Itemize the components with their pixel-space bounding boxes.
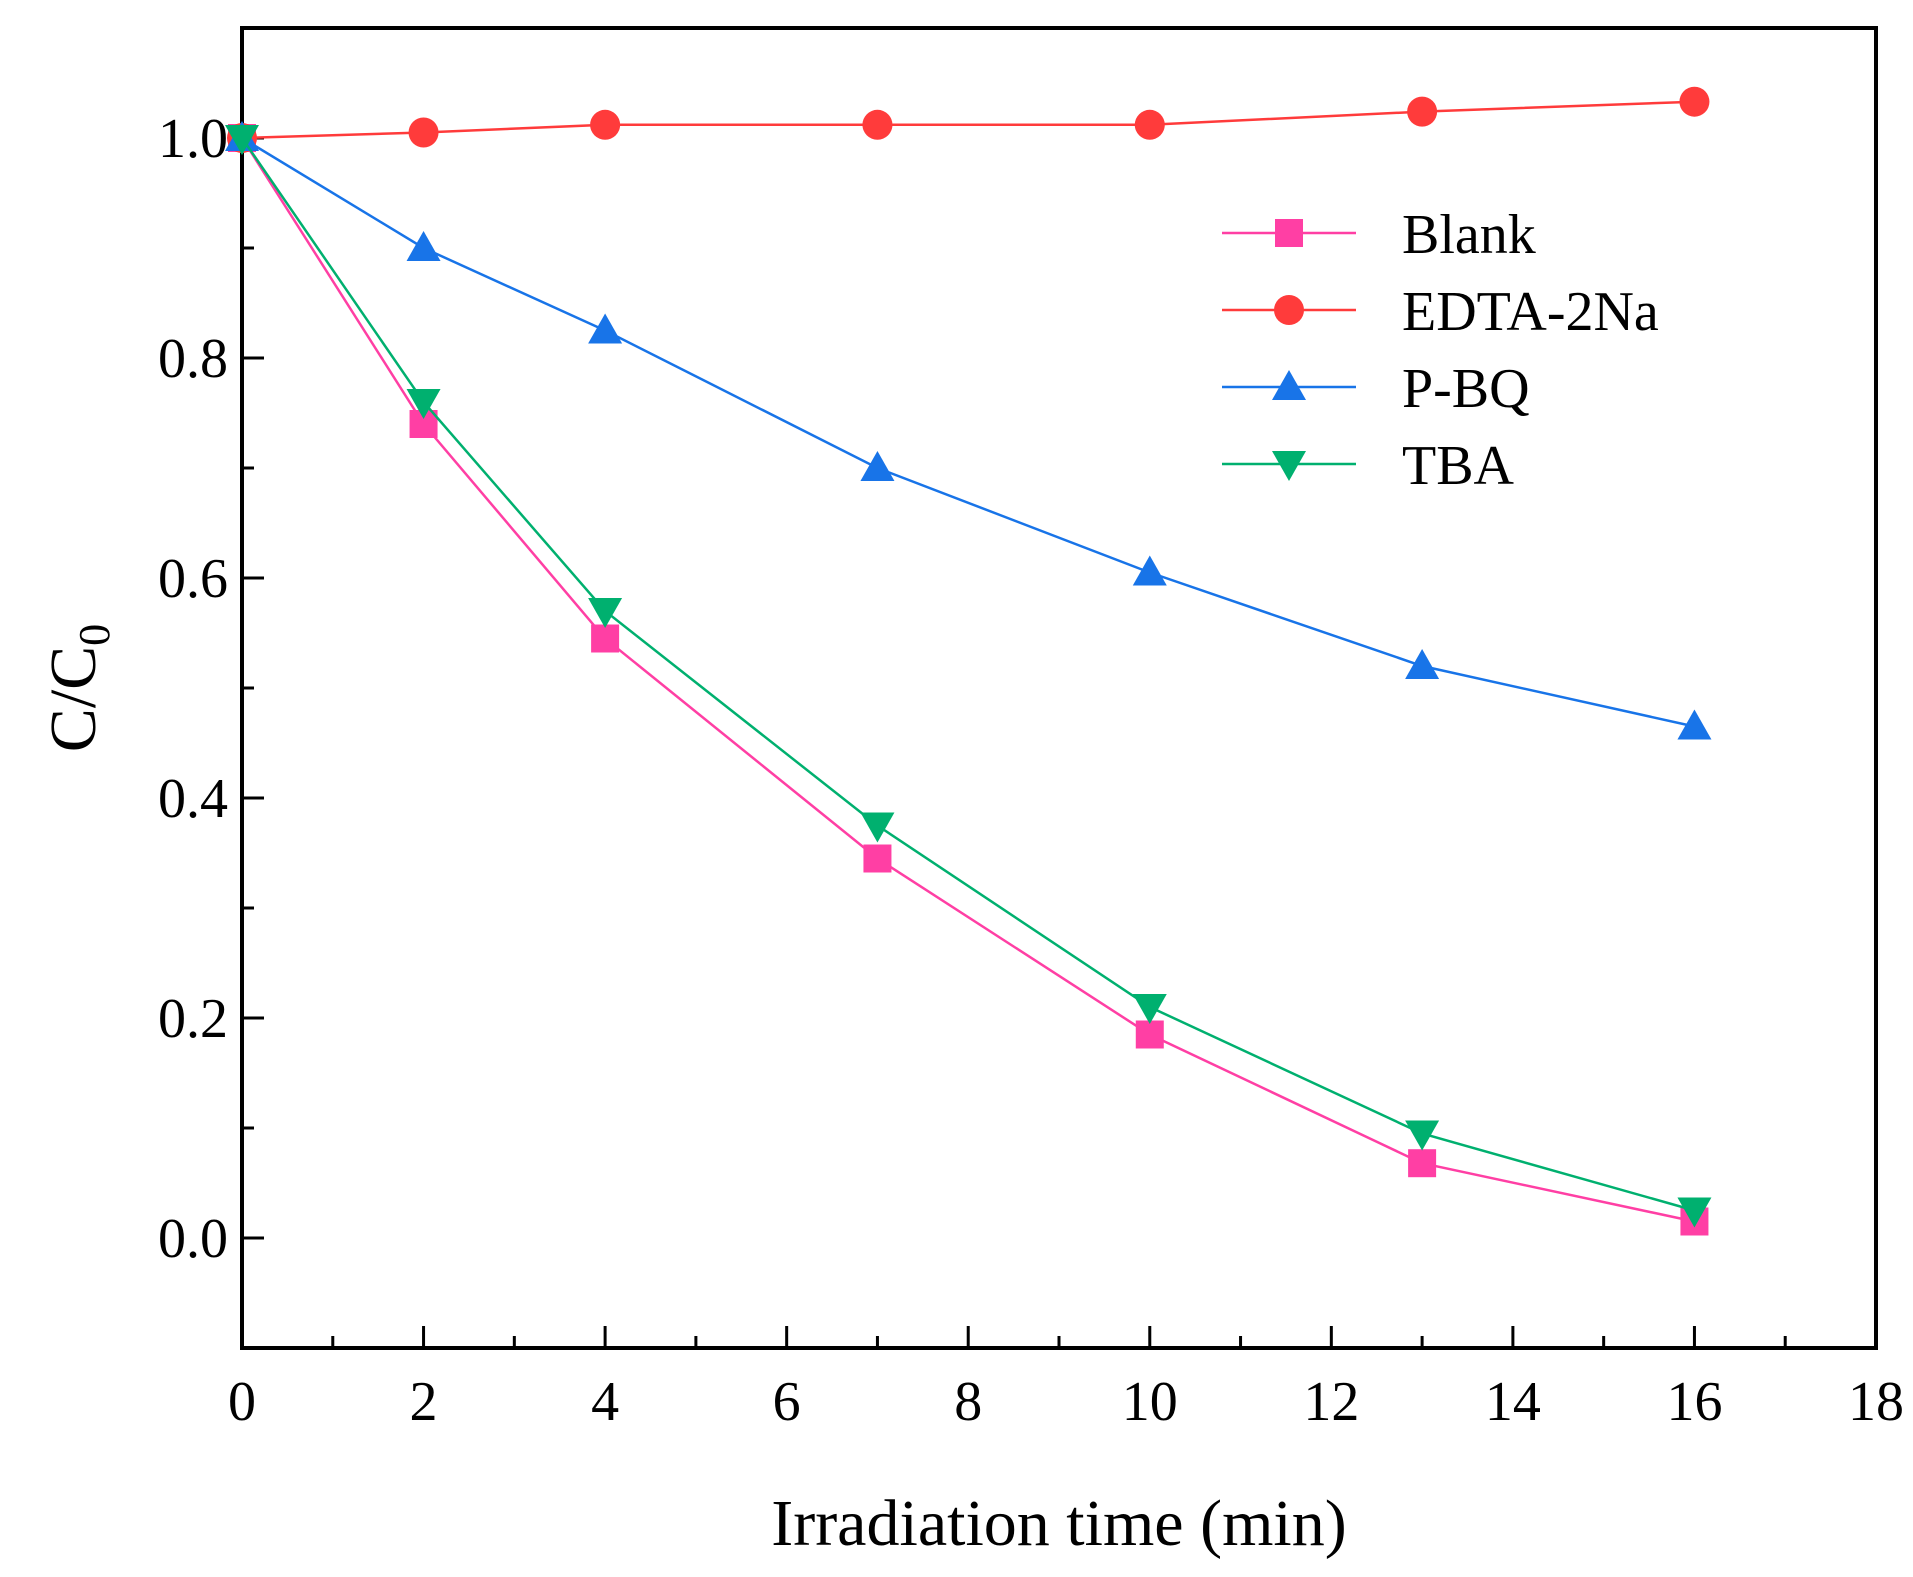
series-tba	[225, 125, 1712, 1228]
legend-item-p-bq: P-BQ	[1222, 358, 1530, 420]
x-tick-label: 16	[1666, 1371, 1722, 1433]
series-line-edta-2na	[241, 100, 1695, 140]
y-tick-label: 0.2	[158, 988, 228, 1050]
y-axis-title-subscript: 0	[70, 624, 119, 646]
data-point-tba	[860, 812, 895, 843]
legend-item-tba: TBA	[1222, 435, 1515, 497]
data-point-tba	[588, 598, 623, 628]
series-edta-2na	[227, 86, 1710, 153]
legend-label: P-BQ	[1402, 358, 1530, 420]
y-tick-label: 0.4	[158, 768, 228, 830]
x-axis-title: Irradiation time (min)	[771, 1487, 1346, 1560]
legend-marker-edta-2na	[1274, 295, 1304, 325]
data-point-tba	[225, 125, 259, 155]
data-point-blank	[591, 624, 620, 653]
y-tick-label: 1.0	[158, 108, 228, 170]
data-point-p-bq	[1132, 555, 1167, 586]
x-tick-label: 18	[1848, 1371, 1904, 1433]
x-tick-label: 14	[1485, 1371, 1541, 1433]
x-tick-label: 2	[410, 1371, 438, 1433]
legend: Blank EDTA-2Na P-BQ TBA	[1222, 204, 1659, 497]
plot-frame	[240, 26, 1878, 1350]
data-point-edta-2na	[408, 117, 439, 148]
legend-marker-tba	[1272, 451, 1306, 481]
x-tick-label: 12	[1303, 1371, 1359, 1433]
data-point-blank	[1135, 1020, 1164, 1049]
data-point-p-bq	[406, 231, 441, 261]
x-axis-ticks: 0 2 4 6 8 10 12 14 16 18	[228, 1326, 1904, 1433]
y-axis-title-main: C/C	[37, 646, 110, 752]
legend-item-edta-2na: EDTA-2Na	[1222, 281, 1659, 343]
legend-label: EDTA-2Na	[1402, 281, 1659, 343]
data-point-p-bq	[588, 313, 623, 344]
data-point-edta-2na	[1679, 86, 1710, 117]
series-layer	[225, 86, 1712, 1236]
data-point-tba	[1132, 994, 1167, 1024]
legend-label: Blank	[1402, 204, 1536, 266]
legend-marker-blank	[1275, 219, 1303, 247]
x-tick-label: 10	[1122, 1371, 1178, 1433]
data-point-edta-2na	[1134, 109, 1165, 140]
y-tick-label: 0.0	[158, 1208, 228, 1270]
data-point-p-bq	[860, 451, 895, 481]
data-point-edta-2na	[1407, 96, 1438, 127]
x-tick-label: 8	[954, 1371, 982, 1433]
data-point-p-bq	[1405, 649, 1440, 679]
data-point-tba	[1677, 1197, 1712, 1228]
x-tick-label: 0	[228, 1371, 256, 1433]
data-point-blank	[1408, 1149, 1437, 1178]
x-tick-label: 6	[773, 1371, 801, 1433]
legend-label: TBA	[1402, 435, 1515, 497]
data-point-edta-2na	[590, 109, 621, 140]
y-axis-ticks: 0.0 0.2 0.4 0.6 0.8 1.0	[158, 108, 264, 1270]
data-point-blank	[863, 844, 892, 873]
data-point-tba	[406, 389, 441, 419]
series-p-bq	[225, 121, 1712, 740]
legend-item-blank: Blank	[1222, 204, 1536, 266]
x-tick-label: 4	[591, 1371, 619, 1433]
data-point-edta-2na	[862, 109, 893, 140]
legend-marker-p-bq	[1272, 370, 1306, 400]
y-tick-label: 0.6	[158, 548, 228, 610]
y-axis-title: C/C0	[37, 624, 119, 752]
data-point-p-bq	[1677, 709, 1712, 740]
y-tick-label: 0.8	[158, 328, 228, 390]
data-point-tba	[1405, 1120, 1440, 1151]
